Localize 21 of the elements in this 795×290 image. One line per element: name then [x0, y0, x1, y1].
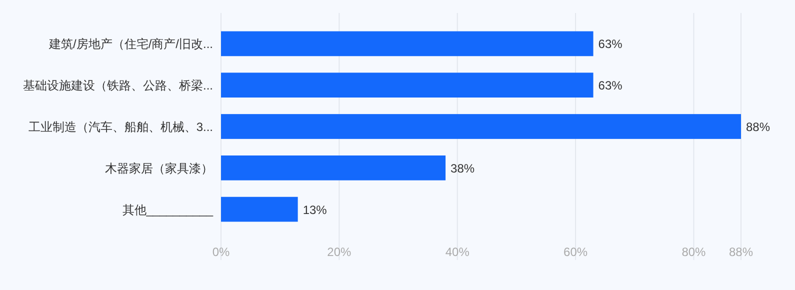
x-tick-label: 60% — [564, 245, 588, 259]
data-label: 88% — [746, 120, 770, 134]
y-tick-label: 工业制造（汽车、船舶、机械、3... — [28, 120, 213, 134]
y-tick-label: 其他__________ — [122, 202, 214, 217]
x-tick-label: 88% — [728, 245, 754, 259]
bar — [221, 196, 298, 222]
data-label: 63% — [598, 37, 623, 52]
data-label: 38% — [450, 161, 475, 176]
data-label: 13% — [302, 202, 328, 217]
x-tick-label: 0% — [212, 245, 230, 259]
x-tick-label: 40% — [445, 245, 470, 259]
bar — [221, 72, 594, 98]
x-tick-label: 20% — [327, 245, 352, 259]
y-tick-label: 木器家居（家具漆） — [105, 161, 213, 176]
bar — [221, 114, 741, 139]
data-label: 63% — [598, 78, 623, 93]
x-tick-label: 80% — [682, 245, 706, 259]
bar — [221, 155, 446, 180]
bar — [221, 31, 594, 56]
y-tick-label: 基础设施建设（铁路、公路、桥梁... — [22, 78, 213, 93]
y-tick-label: 建筑/房地产（住宅/商产/旧改... — [48, 37, 213, 52]
